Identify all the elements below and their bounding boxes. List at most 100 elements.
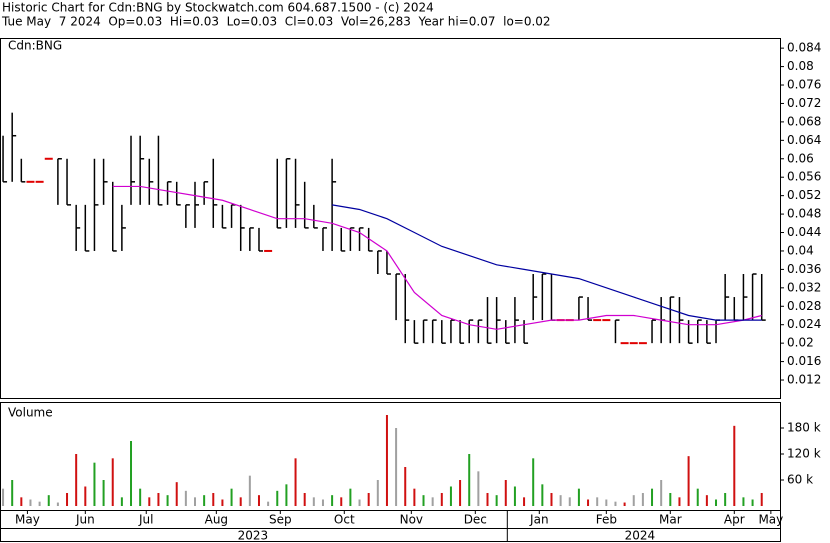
volume-bar [367,493,370,506]
x-tick-label: Aug [205,513,228,527]
x-tick-label: Oct [334,513,355,527]
y-tick-label: 0.064 [787,133,821,147]
volume-bar [257,495,260,506]
volume-bar [468,454,471,506]
volume-bar [321,499,324,506]
volume-bar [20,497,23,506]
year-label: 2023 [238,529,269,543]
volume-bar [376,480,379,506]
volume-bar [75,454,78,506]
volume-bar [349,488,352,506]
y-tick-label: 0.032 [787,280,821,294]
symbol-label: Cdn:BNG [8,39,62,53]
header-quote: Tue May 7 2024 Op=0.03 Hi=0.03 Lo=0.03 C… [1,15,551,29]
volume-bar [303,493,306,506]
volume-bar [395,428,398,506]
y-tick-label: 0.02 [787,336,814,350]
volume-bar [130,441,133,506]
volume-bar [687,456,690,506]
volume-bar [532,458,535,506]
y-tick-label: 120 k [787,447,821,461]
volume-bar [513,486,516,506]
x-tick-label: May [15,513,40,527]
volume-bar [669,493,672,506]
y-tick-label: 0.08 [787,59,814,73]
moving-average [332,204,762,321]
year-label: 2024 [625,529,656,543]
y-tick-label: 0.04 [787,243,814,257]
volume-bar [184,490,187,506]
x-tick-label: Jan [529,513,549,527]
volume-bar [38,501,41,506]
volume-bar [577,488,580,506]
volume-bar [157,493,160,506]
y-tick-label: 0.056 [787,170,821,184]
y-tick-label: 0.028 [787,299,821,313]
volume-bar [239,497,242,506]
volume-bar [678,497,681,506]
volume-bar [203,495,206,506]
volume-bar [715,499,718,506]
volume-bar [93,462,96,506]
volume-bar [705,495,708,506]
volume-label: Volume [8,406,53,420]
volume-bar [523,497,526,506]
volume-panel [0,402,781,511]
x-tick-label: Sep [269,513,292,527]
x-tick-label: Jul [138,513,153,527]
volume-bar [431,497,434,506]
y-tick-label: 0.072 [787,96,821,110]
volume-bar [632,495,635,506]
x-tick-label: Nov [400,513,423,527]
volume-bar [568,497,571,506]
volume-bar [440,493,443,506]
y-tick-label: 60 k [787,473,813,487]
volume-bar [66,493,69,506]
volume-bar [385,415,388,506]
volume-bar [587,499,590,506]
x-tick-label: Apr [724,513,745,527]
y-tick-label: 0.068 [787,114,821,128]
volume-bar [541,484,544,506]
volume-bar [11,480,14,506]
volume-bar [477,471,480,506]
y-tick-label: 0.024 [787,317,821,331]
x-tick-label: Mar [659,513,682,527]
volume-bar [139,488,142,506]
volume-bar [312,497,315,506]
volume-bar [733,425,736,506]
volume-bar [267,501,270,506]
volume-bar [148,497,151,506]
volume-bar [422,495,425,506]
volume-bar [724,493,727,506]
volume-bar [120,497,123,506]
volume-bar [276,490,279,506]
volume-bar [623,502,626,506]
volume-bar [294,458,297,506]
volume-bar [614,501,617,506]
volume-bar [641,493,644,506]
volume-bar [760,493,763,506]
volume-bar [248,475,251,506]
volume-bar [340,497,343,506]
volume-bar [651,488,654,506]
volume-bar [230,488,233,506]
volume-bar [285,484,288,506]
volume-bar [56,502,59,506]
y-tick-label: 0.06 [787,151,814,165]
moving-average [112,185,762,330]
volume-bar [358,499,361,506]
volume-bar [504,480,507,506]
volume-bar [29,499,32,506]
volume-bar [660,480,663,506]
volume-bar [331,495,334,506]
volume-bar [413,488,416,506]
x-tick-label: Dec [464,513,487,527]
y-tick-label: 0.012 [787,373,821,387]
volume-bar [404,467,407,506]
price-panel [0,38,781,399]
volume-bar [742,497,745,506]
volume-bar [102,480,105,506]
y-tick-label: 0.036 [787,262,821,276]
